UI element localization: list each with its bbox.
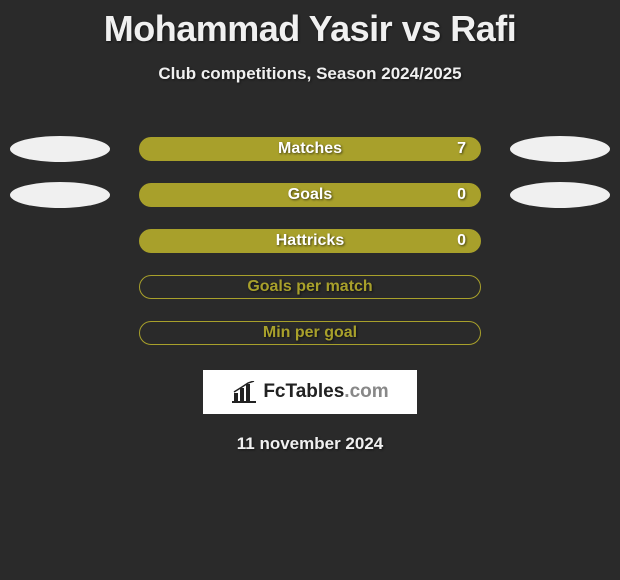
stat-row: Goals per match [0,264,620,310]
stat-value: 0 [457,186,466,204]
stat-bar: Min per goal [139,321,481,345]
bar-chart-icon [231,381,257,403]
logo-brand: FcTables [263,381,344,402]
stat-bar: Hattricks 0 [139,229,481,253]
stat-bar: Goals 0 [139,183,481,207]
stat-row: Matches 7 [0,126,620,172]
vs-separator: vs [402,8,441,49]
player2-name: Rafi [450,8,516,49]
stat-bar: Goals per match [139,275,481,299]
stat-label: Min per goal [263,324,357,342]
stat-label: Goals [288,186,332,204]
stat-label: Goals per match [247,278,372,296]
stat-label: Hattricks [276,232,344,250]
stat-value: 7 [457,140,466,158]
stat-row: Goals 0 [0,172,620,218]
stat-row: Hattricks 0 [0,218,620,264]
stat-value: 0 [457,232,466,250]
player2-marker [510,182,610,208]
stat-label: Matches [278,140,342,158]
date-text: 11 november 2024 [0,434,620,454]
stat-row: Min per goal [0,310,620,356]
page-title: Mohammad Yasir vs Rafi [0,0,620,50]
logo-text: FcTables.com [263,381,388,403]
logo-domain: .com [344,381,388,402]
player2-marker [510,136,610,162]
player1-marker [10,182,110,208]
logo-box[interactable]: FcTables.com [203,370,417,414]
player1-marker [10,136,110,162]
stat-rows: Matches 7 Goals 0 Hattricks 0 Goals per match M… [0,126,620,356]
subtitle: Club competitions, Season 2024/2025 [0,64,620,84]
stat-bar: Matches 7 [139,137,481,161]
player1-name: Mohammad Yasir [104,8,392,49]
